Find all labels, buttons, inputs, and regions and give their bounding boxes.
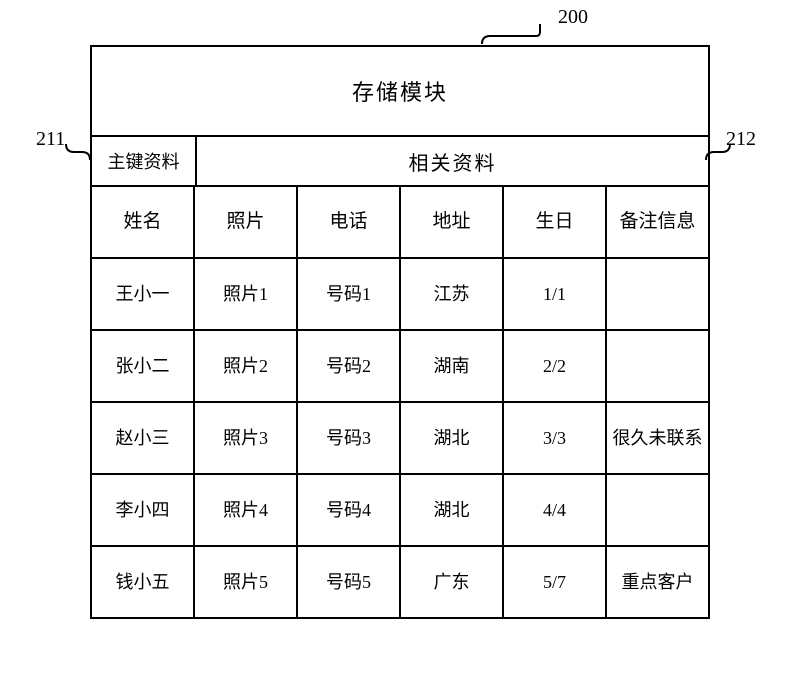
col-phone: 电话 <box>298 187 401 257</box>
cell-phone: 号码2 <box>298 331 401 401</box>
storage-module-box: 存储模块 主键资料 相关资料 姓名 照片 电话 地址 生日 备注信息 王小一 照… <box>90 45 710 619</box>
table-row: 张小二 照片2 号码2 湖南 2/2 <box>92 331 708 403</box>
cell-name: 张小二 <box>92 331 195 401</box>
cell-address: 湖北 <box>401 403 504 473</box>
cell-phone: 号码1 <box>298 259 401 329</box>
col-name: 姓名 <box>92 187 195 257</box>
cell-phone: 号码5 <box>298 547 401 617</box>
table-row: 李小四 照片4 号码4 湖北 4/4 <box>92 475 708 547</box>
cell-photo: 照片4 <box>195 475 298 545</box>
cell-photo: 照片5 <box>195 547 298 617</box>
column-header-row: 姓名 照片 电话 地址 生日 备注信息 <box>92 187 708 259</box>
cell-name: 赵小三 <box>92 403 195 473</box>
cell-address: 湖南 <box>401 331 504 401</box>
cell-name: 王小一 <box>92 259 195 329</box>
cell-photo: 照片1 <box>195 259 298 329</box>
table-row: 钱小五 照片5 号码5 广东 5/7 重点客户 <box>92 547 708 617</box>
subheader-row: 主键资料 相关资料 <box>92 137 708 187</box>
cell-notes: 重点客户 <box>607 547 708 617</box>
cell-photo: 照片3 <box>195 403 298 473</box>
cell-notes <box>607 475 708 545</box>
module-title: 存储模块 <box>92 47 708 137</box>
leader-200 <box>480 18 560 48</box>
cell-birthday: 4/4 <box>504 475 607 545</box>
cell-address: 广东 <box>401 547 504 617</box>
cell-name: 李小四 <box>92 475 195 545</box>
cell-birthday: 2/2 <box>504 331 607 401</box>
cell-notes <box>607 259 708 329</box>
col-notes: 备注信息 <box>607 187 708 257</box>
primary-key-header: 主键资料 <box>92 137 197 185</box>
col-address: 地址 <box>401 187 504 257</box>
cell-birthday: 1/1 <box>504 259 607 329</box>
cell-birthday: 5/7 <box>504 547 607 617</box>
cell-name: 钱小五 <box>92 547 195 617</box>
table-row: 赵小三 照片3 号码3 湖北 3/3 很久未联系 <box>92 403 708 475</box>
cell-address: 湖北 <box>401 475 504 545</box>
cell-address: 江苏 <box>401 259 504 329</box>
diagram-canvas: 200 211 212 存储模块 主键资料 相关资料 姓名 照片 电话 地址 生… <box>0 0 800 699</box>
table-row: 王小一 照片1 号码1 江苏 1/1 <box>92 259 708 331</box>
related-data-header: 相关资料 <box>197 137 708 185</box>
col-photo: 照片 <box>195 187 298 257</box>
cell-phone: 号码4 <box>298 475 401 545</box>
cell-phone: 号码3 <box>298 403 401 473</box>
cell-notes: 很久未联系 <box>607 403 708 473</box>
cell-notes <box>607 331 708 401</box>
col-birthday: 生日 <box>504 187 607 257</box>
callout-200: 200 <box>558 6 588 29</box>
cell-birthday: 3/3 <box>504 403 607 473</box>
cell-photo: 照片2 <box>195 331 298 401</box>
